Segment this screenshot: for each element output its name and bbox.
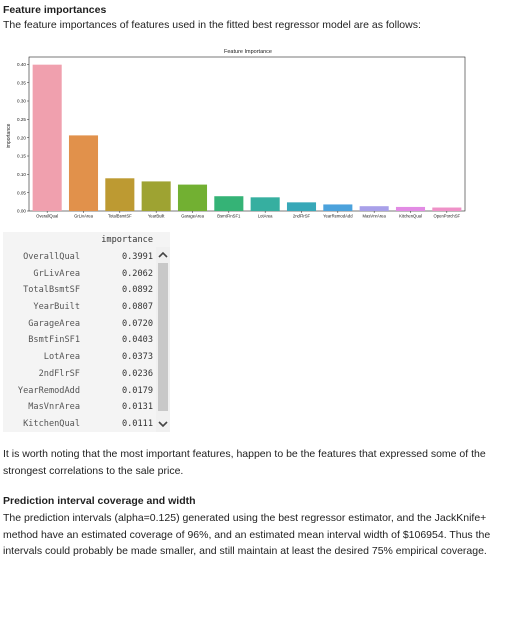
- importance-value: 0.0720: [121, 318, 153, 329]
- table-row: YearBuilt 0.0807: [3, 299, 153, 316]
- feature-name: YearRemodAdd: [17, 385, 80, 396]
- table-row: MasVnrArea 0.0131: [3, 399, 153, 416]
- table-row: YearRemodAdd 0.0179: [3, 382, 153, 399]
- scrollbar-thumb[interactable]: [158, 263, 168, 411]
- x-tick-label: OverallQual: [36, 214, 58, 219]
- bar-totalbsmtsf: [105, 178, 135, 211]
- importance-value: 0.0892: [121, 285, 153, 296]
- y-tick-label: 0.10: [17, 172, 26, 177]
- feature-name: TotalBsmtSF: [23, 285, 80, 296]
- importance-value: 0.0807: [121, 302, 153, 313]
- x-tick-label: MasVnrArea: [363, 214, 387, 219]
- bar-garagearea: [177, 184, 208, 211]
- chart-frame: [28, 56, 466, 212]
- feature-name: BsmtFinSF1: [28, 335, 80, 346]
- x-tick-label: YearBuilt: [148, 214, 165, 219]
- y-tick-label: 0.15: [17, 154, 26, 159]
- table-row: GarageArea 0.0720: [3, 315, 153, 332]
- table-row: TotalBsmtSF 0.0892: [3, 282, 153, 299]
- prediction-interval-heading: Prediction interval coverage and width: [3, 495, 196, 507]
- chevron-up-icon[interactable]: [156, 248, 170, 262]
- correlation-note: It is worth noting that the most importa…: [3, 448, 486, 477]
- bar-masvnrarea: [359, 206, 389, 211]
- table-row: 2ndFlrSF 0.0236: [3, 366, 153, 383]
- bar-kitchenqual: [395, 206, 426, 211]
- feature-name: GrLivArea: [33, 268, 80, 279]
- bar-grlivarea: [68, 135, 99, 211]
- table-row: OverallQual 0.3991: [3, 249, 153, 266]
- y-tick-label: 0.25: [17, 117, 26, 122]
- table-header-row: importance: [3, 232, 153, 249]
- x-tick-label: TotalBsmtSF: [108, 214, 132, 219]
- x-tick-label: 2ndFlrSF: [293, 214, 311, 219]
- x-tick-label: LotArea: [258, 214, 273, 219]
- bar-overallqual: [32, 64, 62, 211]
- bar-yearbuilt: [141, 181, 171, 211]
- feature-name: LotArea: [43, 352, 80, 363]
- column-header: importance: [101, 235, 153, 246]
- index-header: [3, 232, 80, 249]
- bars: [32, 64, 462, 211]
- table-row: BsmtFinSF1 0.0403: [3, 332, 153, 349]
- feature-name: OverallQual: [23, 252, 80, 263]
- feature-name: MasVnrArea: [28, 402, 80, 413]
- y-tick-label: 0.20: [17, 135, 26, 140]
- bar-openporchsf: [432, 207, 462, 211]
- chart-title: Feature Importance: [224, 49, 272, 55]
- importance-table: importance OverallQual 0.3991 GrLivArea 0.…: [3, 232, 153, 432]
- bar-yearremodadd: [323, 204, 353, 211]
- bar-2ndflrsf: [286, 202, 317, 211]
- feature-name: 2ndFlrSF: [38, 368, 80, 379]
- importance-value: 0.0111: [121, 418, 153, 429]
- y-tick-label: 0.35: [17, 80, 26, 85]
- x-tick-label: KitchenQual: [399, 214, 422, 219]
- table-row: KitchenQual 0.0111: [3, 416, 153, 432]
- feature-name: GarageArea: [28, 318, 80, 329]
- x-tick-label: YearRemodAdd: [323, 214, 353, 219]
- y-tick-label: 0.00: [17, 209, 26, 214]
- feature-importances-intro: The feature importances of features used…: [3, 19, 421, 31]
- feature-importance-chart: Feature Importance importance 0.000.050.…: [6, 49, 466, 219]
- chevron-down-icon[interactable]: [156, 417, 170, 431]
- table-scrollbar[interactable]: [156, 247, 170, 432]
- chart-ylabel: importance: [6, 123, 12, 148]
- x-axis-labels: OverallQual GrLivArea TotalBsmtSF YearBuilt…: [36, 211, 461, 219]
- importance-value: 0.3991: [121, 252, 153, 263]
- prediction-interval-text: The prediction intervals (alpha=0.125) g…: [3, 512, 491, 557]
- feature-name: YearBuilt: [33, 302, 80, 313]
- bar-lotarea: [250, 197, 280, 211]
- feature-importances-heading: Feature importances: [3, 4, 107, 16]
- importance-value: 0.0373: [121, 352, 153, 363]
- table-row: GrLivArea 0.2062: [3, 265, 153, 282]
- importance-value: 0.0403: [121, 335, 153, 346]
- x-tick-label: GarageArea: [181, 214, 204, 219]
- y-tick-label: 0.30: [17, 99, 26, 104]
- bar-bsmtfinsf1: [214, 196, 244, 211]
- feature-name: KitchenQual: [23, 418, 80, 429]
- y-tick-label: 0.40: [17, 62, 26, 67]
- x-tick-label: GrLivArea: [74, 214, 94, 219]
- y-tick-label: 0.05: [17, 190, 26, 195]
- table-row: LotArea 0.0373: [3, 349, 153, 366]
- x-tick-label: BsmtFinSF1: [217, 214, 241, 219]
- importance-value: 0.2062: [121, 268, 153, 279]
- y-axis: 0.00 0.05 0.10 0.15 0.20 0.25 0.30 0.35 0.40: [17, 62, 29, 214]
- importance-table-output[interactable]: importance OverallQual 0.3991 GrLivArea 0.…: [3, 232, 170, 432]
- importance-value: 0.0179: [121, 385, 153, 396]
- importance-value: 0.0236: [121, 368, 153, 379]
- x-tick-label: OpenPorchSF: [434, 214, 461, 219]
- importance-value: 0.0131: [121, 402, 153, 413]
